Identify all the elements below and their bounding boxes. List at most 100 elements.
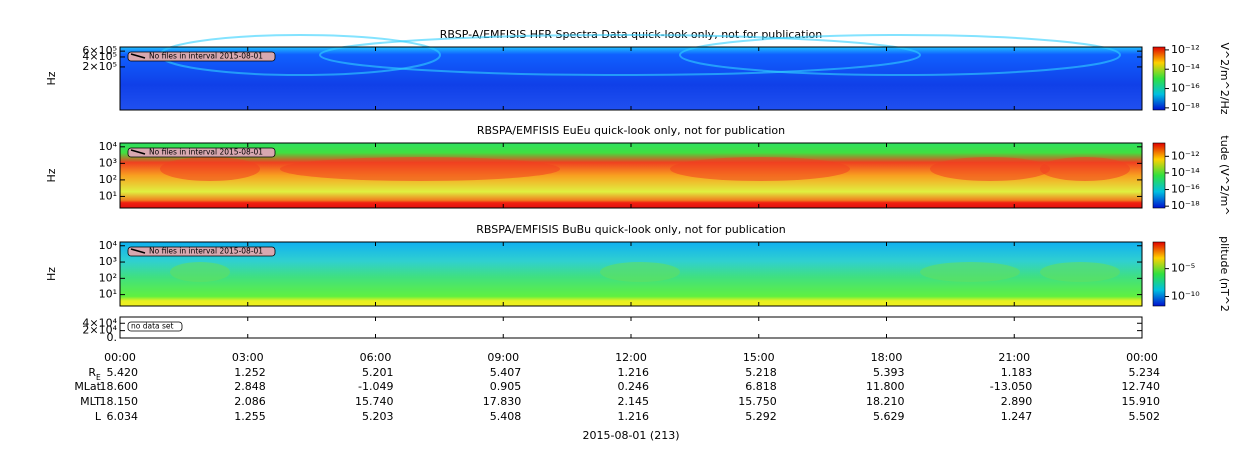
ephemeris-value: 5.420 — [107, 366, 139, 379]
x-tick-label: 00:00 — [1126, 351, 1158, 364]
ephemeris-label: R — [88, 366, 96, 379]
ephemeris-value: 1.216 — [618, 366, 650, 379]
ephemeris-value: 6.818 — [745, 380, 777, 393]
colorbar-tick-label: 10⁻¹⁸ — [1171, 199, 1200, 212]
x-tick-label: 18:00 — [871, 351, 903, 364]
ephemeris-value: 1.255 — [234, 410, 266, 423]
ephemeris-value: 2.890 — [1001, 395, 1033, 408]
annotation-badge: no data set — [127, 321, 183, 332]
spectral-feature — [319, 34, 921, 76]
ephemeris-value: 15.750 — [738, 395, 777, 408]
badge-icon — [130, 149, 146, 155]
colorbar — [1152, 46, 1166, 111]
spectral-feature — [160, 157, 260, 181]
ephemeris-value: 2.848 — [234, 380, 266, 393]
ephemeris-value: 12.740 — [1122, 380, 1161, 393]
ephemeris-value: 5.407 — [490, 366, 522, 379]
ephemeris-value: 15.740 — [355, 395, 394, 408]
y-tick-label: 6×10⁵ — [82, 44, 117, 57]
x-tick-label: 00:00 — [104, 351, 136, 364]
y-tick-label: 10⁴ — [99, 140, 118, 153]
spectral-feature — [930, 157, 1050, 181]
colorbar-tick-label: 10⁻⁵ — [1171, 262, 1195, 275]
ephemeris-value: -1.049 — [358, 380, 393, 393]
annotation-badge: No files in interval 2015-08-01 — [127, 148, 276, 158]
spectral-feature — [280, 157, 560, 181]
panel-title: RBSPA/EMFISIS EuEu quick-look only, not … — [477, 124, 785, 137]
spectrogram — [120, 47, 1142, 110]
y-tick-label: 10¹ — [99, 189, 117, 202]
ephemeris-value: 18.600 — [100, 380, 139, 393]
ephemeris-label: MLat — [74, 380, 101, 393]
colorbar-tick-label: 10⁻¹⁸ — [1171, 101, 1200, 114]
y-tick-label: 10² — [99, 173, 117, 186]
badge-box — [127, 51, 276, 62]
colorbar-label: plitude (nT^2 — [1218, 236, 1231, 312]
ephemeris-value: 5.502 — [1129, 410, 1161, 423]
spectral-feature — [679, 34, 1121, 76]
ephemeris-value: 5.203 — [362, 410, 394, 423]
ephemeris-value: 5.393 — [873, 366, 905, 379]
panel-title: RBSPA/EMFISIS BuBu quick-look only, not … — [476, 223, 786, 236]
ephemeris-value: 17.830 — [483, 395, 522, 408]
colorbar-tick-label: 10⁻¹⁴ — [1171, 62, 1200, 75]
spectral-feature — [670, 157, 850, 181]
colorbar — [1152, 142, 1166, 209]
annotation: No files in interval 2015-08-01 — [149, 148, 263, 157]
y-axis-label: Hz — [45, 267, 58, 281]
annotation-badge: No files in interval 2015-08-01 — [127, 51, 276, 62]
ephemeris-value: 5.408 — [490, 410, 522, 423]
y-tick-label: 0. — [107, 331, 118, 344]
x-axis-label: 2015-08-01 (213) — [582, 429, 679, 442]
y-axis-label: Hz — [45, 168, 58, 182]
badge-box — [127, 321, 183, 332]
colorbar-tick-label: 10⁻¹⁰ — [1171, 290, 1200, 303]
y-tick-label: 10⁴ — [99, 239, 118, 252]
colorbar-tick-label: 10⁻¹⁴ — [1171, 166, 1200, 179]
colorbar — [1152, 241, 1166, 307]
spectral-feature — [170, 262, 230, 282]
spectral-feature — [1040, 262, 1120, 282]
annotation: No files in interval 2015-08-01 — [149, 247, 263, 256]
ephemeris-label-sub: E — [96, 373, 101, 382]
ephemeris-value: 2.086 — [234, 395, 266, 408]
spectral-feature — [1040, 157, 1130, 181]
ephemeris-value: 6.034 — [107, 410, 139, 423]
y-tick-label: 10³ — [99, 255, 117, 268]
ephemeris-value: 5.292 — [745, 410, 777, 423]
ephemeris-value: 5.218 — [745, 366, 777, 379]
colorbar-tick-label: 10⁻¹⁶ — [1171, 183, 1200, 196]
x-tick-label: 03:00 — [232, 351, 264, 364]
ephemeris-value: 18.210 — [866, 395, 905, 408]
ephemeris-value: 5.629 — [873, 410, 905, 423]
ephemeris-value: 1.252 — [234, 366, 266, 379]
y-tick-label: 2×10⁵ — [82, 60, 117, 73]
y-tick-label: 4×10⁵ — [82, 50, 117, 63]
colorbar-label: tude (V^2/m^ — [1218, 135, 1231, 215]
spectral-feature — [600, 262, 680, 282]
ephemeris-value: 0.905 — [490, 380, 522, 393]
ephemeris-value: 5.234 — [1129, 366, 1161, 379]
ephemeris-value: 1.216 — [618, 410, 650, 423]
ephemeris-value: 1.247 — [1001, 410, 1033, 423]
y-tick-label: 10¹ — [99, 288, 117, 301]
y-tick-label: 2×10⁴ — [82, 324, 117, 337]
y-tick-label: 10² — [99, 271, 117, 284]
ephemeris-label: MLT — [80, 395, 101, 408]
colorbar-tick-label: 10⁻¹² — [1171, 149, 1200, 162]
y-tick-label: 4×10⁴ — [82, 316, 117, 329]
ephemeris-value: 11.800 — [866, 380, 905, 393]
ephemeris-value: 2.145 — [618, 395, 650, 408]
y-tick-label: 10³ — [99, 156, 117, 169]
ephemeris-label: L — [95, 410, 102, 423]
ephemeris-value: 15.910 — [1122, 395, 1161, 408]
ephemeris-value: -13.050 — [990, 380, 1032, 393]
x-tick-label: 21:00 — [998, 351, 1030, 364]
y-axis-label: Hz — [45, 71, 58, 85]
annotation-badge: No files in interval 2015-08-01 — [127, 246, 276, 257]
annotation: No files in interval 2015-08-01 — [149, 52, 263, 61]
spectral-feature — [920, 262, 1020, 282]
ephemeris-value: 5.201 — [362, 366, 394, 379]
colorbar-label: V^2/m^2/Hz — [1218, 42, 1231, 114]
badge-box — [127, 246, 276, 257]
